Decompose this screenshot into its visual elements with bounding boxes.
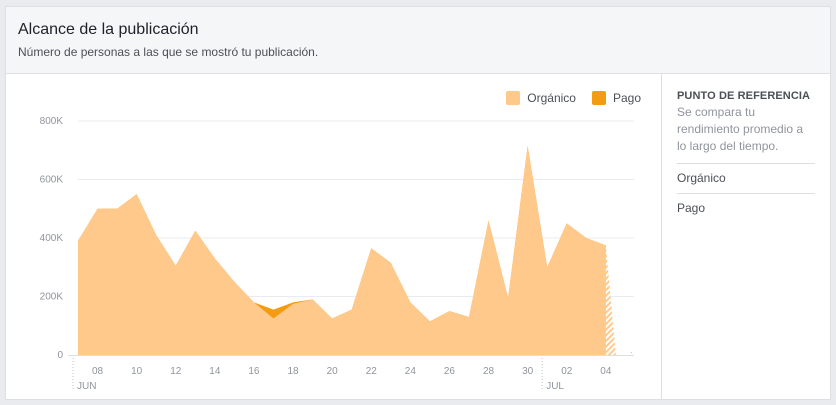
y-tick-label: 0 — [57, 350, 63, 361]
post-reach-card: Alcance de la publicación Número de pers… — [5, 6, 831, 401]
x-tick-label: 26 — [444, 366, 456, 377]
x-tick-label: 08 — [92, 366, 104, 377]
legend-item-organic[interactable]: Orgánico — [506, 91, 576, 105]
y-tick-label: 400K — [40, 233, 64, 244]
benchmark-title: PUNTO DE REFERENCIA — [677, 90, 811, 102]
card-subtitle: Número de personas a las que se mostró t… — [18, 45, 319, 59]
x-tick-label: 22 — [366, 366, 378, 377]
x-tick-label: 18 — [287, 366, 299, 377]
legend-swatch-paid — [591, 91, 606, 105]
legend-item-paid[interactable]: Pago — [591, 91, 641, 105]
x-tick-label: 04 — [600, 366, 612, 377]
x-tick-label: 24 — [405, 366, 417, 377]
x-tick-label: 10 — [131, 366, 143, 377]
x-tick-label: 28 — [483, 366, 495, 377]
card-header: Alcance de la publicación Número de pers… — [6, 7, 830, 74]
card-title: Alcance de la publicación — [18, 21, 199, 38]
y-tick-label: 200K — [40, 292, 64, 303]
x-tick-label: 20 — [327, 366, 339, 377]
month-label: JUN — [77, 381, 96, 392]
reach-area-chart: 0 200K 400K 600K 800K 08 10 12 14 16 18 20 22 24 26 28 3… — [40, 116, 634, 392]
x-tick-label: 16 — [248, 366, 260, 377]
benchmark-option-organic[interactable]: Orgánico — [677, 164, 815, 194]
x-tick-label: 02 — [561, 366, 573, 377]
series-area-partial — [605, 245, 616, 355]
x-tick-label: 14 — [209, 366, 221, 377]
y-tick-label: 600K — [40, 175, 64, 186]
x-tick-label: 12 — [170, 366, 182, 377]
legend-label-organic: Orgánico — [527, 91, 576, 105]
y-tick-label: 800K — [40, 116, 64, 127]
series-area-organic — [78, 145, 606, 355]
chart-area: 0 200K 400K 600K 800K 08 10 12 14 16 18 20 22 24 26 28 3… — [6, 74, 662, 401]
legend-label-paid: Pago — [612, 91, 641, 105]
benchmark-option-paid[interactable]: Pago — [677, 201, 706, 215]
benchmark-description: Se compara tu rendimiento promedio a lo … — [677, 104, 815, 164]
month-label: JUL — [546, 381, 564, 392]
x-tick-label: 30 — [522, 366, 534, 377]
legend-swatch-organic — [506, 91, 521, 105]
benchmark-panel: PUNTO DE REFERENCIA Se compara tu rendim… — [662, 74, 830, 399]
chart-legend: Orgánico Pago — [496, 91, 641, 105]
